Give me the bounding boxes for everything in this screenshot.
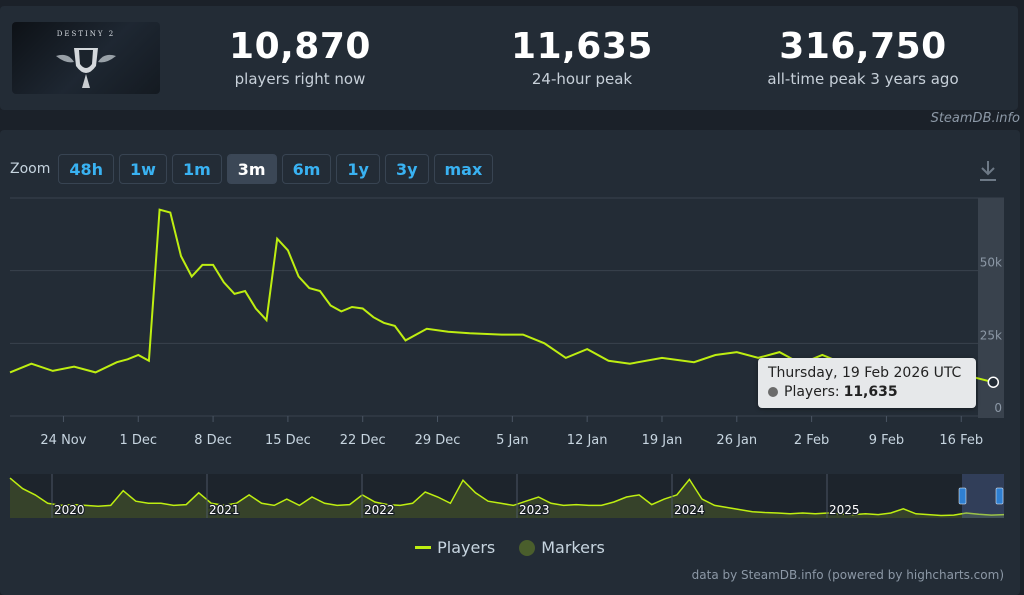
navigator-year-ticks: 2020 2021 2022 2023 2024 2025 [51, 474, 861, 518]
y-tick-label: 50k [980, 256, 1002, 270]
players-series-line[interactable] [9, 208, 994, 384]
players-line-icon [415, 546, 432, 549]
navigator-year-label: 2020 [54, 503, 85, 517]
x-axis-ticks: 24 Nov 1 Dec 8 Dec 15 Dec 22 Dec 29 Dec 5 Jan 1… [40, 416, 983, 448]
all-time-peak-label: all-time peak 3 years ago [767, 70, 959, 88]
game-logo[interactable]: DESTINY 2 [12, 22, 160, 94]
navigator-year-label: 2021 [209, 503, 240, 517]
x-tick-label: 16 Feb [939, 433, 983, 448]
x-tick-label: 8 Dec [194, 433, 232, 448]
navigator-right-handle[interactable] [995, 487, 1004, 505]
markers-dot-icon [519, 539, 536, 556]
zoom-3m-button[interactable]: 3m [226, 154, 277, 184]
zoom-6m-button[interactable]: 6m [281, 154, 332, 184]
navigator[interactable]: 2020 2021 2022 2023 2024 2025 [9, 474, 1005, 518]
y-axis-ticks: 0 25k 50k [980, 256, 1002, 415]
zoom-1w-button[interactable]: 1w [119, 154, 167, 184]
x-tick-label: 24 Nov [40, 433, 86, 448]
navigator-line [9, 477, 1005, 517]
x-tick-label: 5 Jan [496, 433, 528, 448]
navigator-year-label: 2025 [829, 503, 860, 517]
stat-all-time-peak: 316,750 all-time peak 3 years ago [733, 26, 993, 88]
legend-markers-label: Markers [541, 538, 605, 557]
all-time-peak-value: 316,750 [779, 26, 947, 67]
data-credit[interactable]: data by SteamDB.info (powered by highcha… [691, 568, 1004, 582]
navigator-area [10, 478, 1004, 518]
y-tick-label: 25k [980, 328, 1002, 342]
tooltip-date: Thursday, 19 Feb 2026 UTC [768, 365, 962, 381]
series-dot-icon [768, 387, 778, 397]
legend-players[interactable]: Players [415, 538, 495, 557]
current-players-value: 10,870 [229, 26, 371, 67]
peak-24h-label: 24-hour peak [531, 70, 633, 88]
steamdb-credit[interactable]: SteamDB.info [930, 111, 1020, 126]
x-tick-label: 26 Jan [716, 433, 757, 448]
legend-markers[interactable]: Markers [519, 538, 605, 557]
navigator-year-label: 2022 [364, 503, 395, 517]
download-icon[interactable] [976, 158, 1000, 184]
x-tick-label: 22 Dec [340, 433, 386, 448]
x-tick-label: 15 Dec [265, 433, 311, 448]
chart-legend: Players Markers [0, 538, 1020, 557]
stat-current-players: 10,870 players right now [170, 26, 430, 88]
zoom-controls: Zoom 48h 1w 1m 3m 6m 1y 3y max [10, 154, 498, 184]
game-logo-text: DESTINY 2 [56, 30, 116, 38]
zoom-48h-button[interactable]: 48h [58, 154, 115, 184]
x-tick-label: 19 Jan [642, 433, 683, 448]
tooltip-value-row: Players: 11,635 [768, 382, 966, 402]
zoom-1y-button[interactable]: 1y [336, 154, 380, 184]
hover-tooltip: Thursday, 19 Feb 2026 UTC Players: 11,63… [758, 358, 976, 408]
zoom-max-button[interactable]: max [433, 154, 494, 184]
player-chart[interactable]: 0 25k 50k 24 Nov 1 Dec 8 Dec 15 Dec 22 Dec 29 D… [0, 190, 1020, 530]
x-tick-label: 9 Feb [869, 433, 904, 448]
hover-point[interactable] [987, 376, 1000, 388]
x-tick-label: 29 Dec [415, 433, 461, 448]
tooltip-value: 11,635 [843, 384, 898, 400]
x-tick-label: 1 Dec [119, 433, 157, 448]
header-bar: DESTINY 2 10,870 players right now 11,63… [0, 6, 1018, 110]
x-tick-label: 2 Feb [794, 433, 829, 448]
zoom-1m-button[interactable]: 1m [171, 154, 222, 184]
navigator-left-handle[interactable] [958, 487, 967, 505]
x-tick-label: 12 Jan [567, 433, 608, 448]
legend-players-label: Players [437, 538, 496, 557]
zoom-label: Zoom [10, 161, 51, 177]
destiny-emblem-icon [56, 48, 116, 88]
current-players-label: players right now [234, 70, 366, 88]
navigator-year-label: 2023 [519, 503, 550, 517]
navigator-year-label: 2024 [674, 503, 705, 517]
zoom-3y-button[interactable]: 3y [384, 154, 429, 184]
tooltip-series-name: Players: [784, 384, 840, 400]
chart-grid [10, 197, 1004, 417]
peak-24h-value: 11,635 [511, 26, 653, 67]
y-tick-label: 0 [994, 401, 1002, 415]
stat-24h-peak: 11,635 24-hour peak [452, 26, 712, 88]
